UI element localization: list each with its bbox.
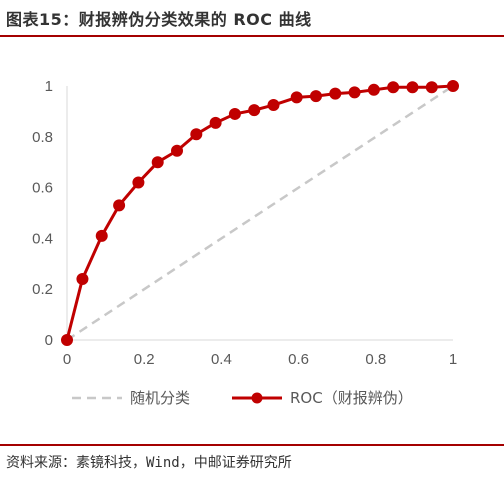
- roc-point: [425, 81, 438, 94]
- y-tick-label: 1: [45, 78, 53, 95]
- roc-point: [209, 116, 222, 129]
- roc-point: [248, 104, 261, 117]
- roc-point: [290, 91, 303, 104]
- y-tick-label: 0.6: [32, 180, 53, 197]
- roc-chart: 0 0.2 0.4 0.6 0.8 1 0 0.2 0.4 0.6 0.8 1 随机分类 ROC（财报辨伪…: [32, 78, 459, 407]
- x-tick-label: 0.8: [365, 351, 386, 368]
- y-tick-label: 0.8: [32, 129, 53, 146]
- legend-random-label: 随机分类: [130, 389, 190, 407]
- y-tick-label: 0: [45, 332, 53, 349]
- x-tick-label: 0.2: [134, 351, 155, 368]
- chart-title: 图表15：财报辨伪分类效果的 ROC 曲线: [6, 10, 312, 29]
- roc-point: [171, 144, 184, 157]
- roc-point: [309, 90, 322, 103]
- roc-point: [367, 83, 380, 96]
- roc-point: [76, 273, 89, 286]
- x-tick-label: 0: [63, 351, 71, 368]
- source-note: 资料来源：素镜科技，Wind，中邮证券研究所: [6, 455, 292, 471]
- footer-rule: [0, 444, 504, 446]
- x-tick-label: 0.4: [211, 351, 232, 368]
- roc-point: [387, 81, 400, 94]
- roc-point: [329, 87, 342, 100]
- roc-point: [228, 107, 241, 120]
- roc-point: [95, 229, 108, 242]
- roc-point: [61, 334, 73, 346]
- random-classifier-line: [66, 84, 454, 342]
- roc-point: [190, 128, 203, 141]
- roc-point: [113, 199, 126, 212]
- legend-roc-marker: [251, 392, 263, 404]
- x-tick-label: 1: [449, 351, 457, 368]
- x-tick-label: 0.6: [288, 351, 309, 368]
- roc-point: [151, 156, 164, 169]
- roc-point: [447, 80, 459, 92]
- roc-point: [132, 176, 145, 189]
- y-tick-label: 0.4: [32, 230, 53, 247]
- roc-point: [267, 99, 280, 112]
- roc-point: [406, 81, 419, 94]
- title-rule: [0, 35, 504, 37]
- y-tick-label: 0.2: [32, 281, 53, 298]
- legend-roc-label: ROC（财报辨伪）: [290, 389, 413, 407]
- roc-point: [348, 86, 361, 99]
